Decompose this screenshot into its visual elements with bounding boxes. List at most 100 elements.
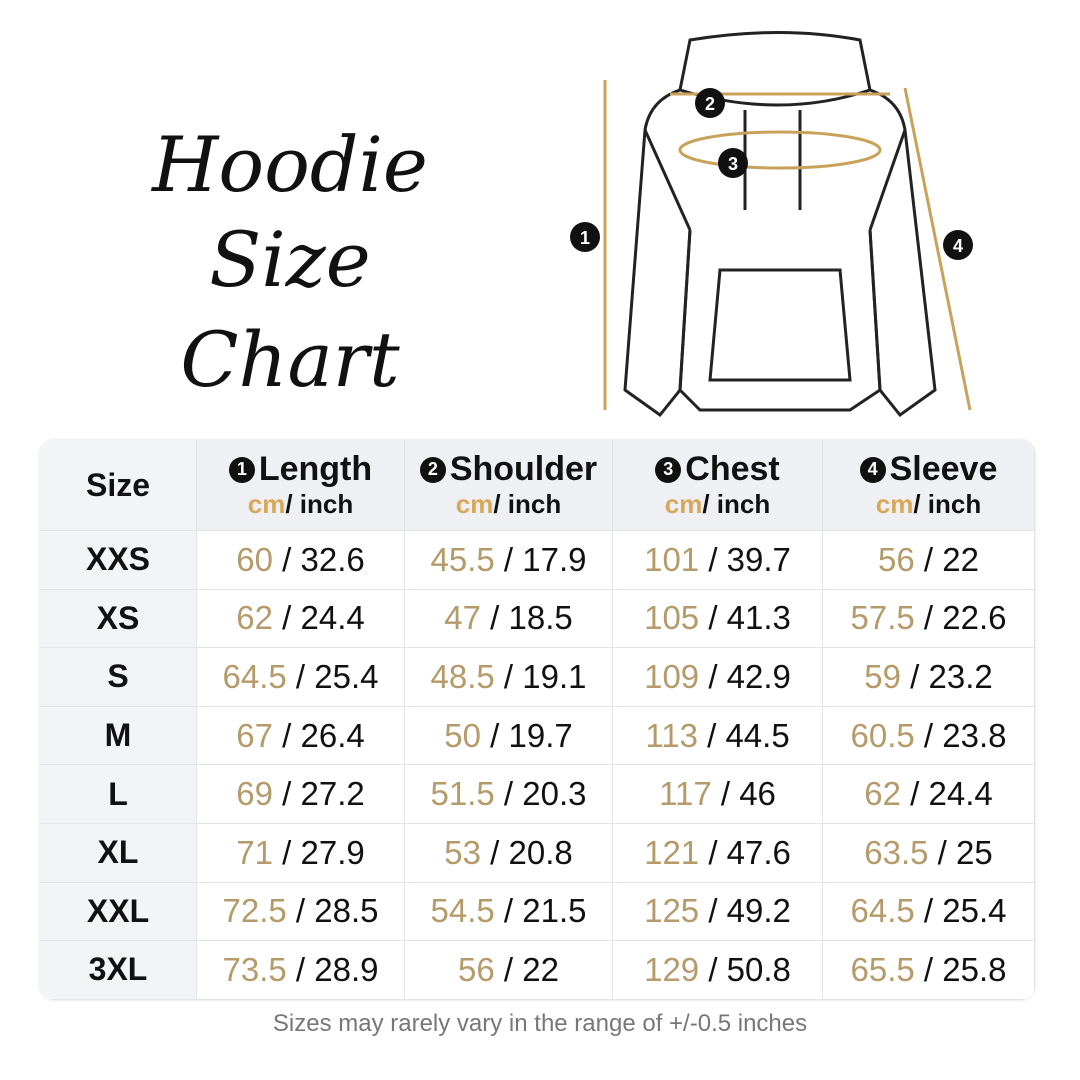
cm-value: 62 — [864, 775, 901, 813]
inch-value: 28.5 — [314, 892, 379, 930]
cm-value: 63.5 — [864, 833, 929, 871]
cm-value: 67 — [236, 716, 273, 754]
table-cell: 54.5 / 21.5 — [405, 882, 613, 942]
cm-value: 64.5 — [850, 892, 915, 930]
cm-value: 125 — [644, 892, 700, 930]
table-cell: 47 / 18.5 — [405, 589, 613, 649]
inch-value: 20.3 — [522, 775, 587, 813]
table-cell: 101 / 39.7 — [613, 531, 823, 590]
table-cell: 113 / 44.5 — [613, 706, 823, 766]
unit-cm: cm — [664, 489, 703, 519]
hoodie-diagram: 1 2 3 4 — [570, 31, 973, 418]
inch-value: 25 — [956, 833, 993, 871]
marker-1: 1 — [580, 228, 590, 248]
table-cell: 65.5 / 25.8 — [823, 941, 1035, 1000]
inch-value: 19.7 — [508, 716, 573, 754]
inch-value: 23.8 — [942, 716, 1007, 754]
cm-value: 101 — [644, 540, 700, 578]
table-cell: 71 / 27.9 — [197, 823, 405, 883]
column-header-shoulder: 2 Shoulder cm/ inch — [405, 440, 613, 531]
inch-value: 50.8 — [726, 950, 791, 988]
unit-inch: / inch — [285, 489, 354, 519]
size-label: XS — [40, 589, 197, 649]
unit-inch: / inch — [493, 489, 562, 519]
column-header-sleeve: 4 Sleeve cm/ inch — [823, 440, 1035, 531]
table-cell: 109 / 42.9 — [613, 648, 823, 707]
table-cell: 129 / 50.8 — [613, 941, 823, 1000]
table-cell: 53 / 20.8 — [405, 823, 613, 883]
table-cell: 105 / 41.3 — [613, 589, 823, 649]
table-cell: 67 / 26.4 — [197, 706, 405, 766]
size-label: XXS — [40, 531, 197, 590]
cm-value: 121 — [644, 833, 700, 871]
cm-value: 71 — [236, 833, 273, 871]
column-name: Chest — [685, 450, 780, 488]
cm-value: 117 — [659, 775, 712, 813]
table-cell: 125 / 49.2 — [613, 882, 823, 942]
table-cell: 60.5 / 23.8 — [823, 706, 1035, 766]
cm-value: 50 — [444, 716, 481, 754]
inch-value: 22 — [942, 540, 979, 578]
table-cell: 64.5 / 25.4 — [823, 882, 1035, 942]
cm-value: 45.5 — [430, 540, 495, 578]
inch-value: 44.5 — [725, 716, 790, 754]
table-cell: 59 / 23.2 — [823, 648, 1035, 707]
number-icon: 2 — [419, 456, 446, 483]
table-cell: 45.5 / 17.9 — [405, 531, 613, 590]
cm-value: 59 — [864, 657, 901, 695]
cm-value: 54.5 — [430, 892, 495, 930]
column-name: Length — [258, 450, 373, 488]
table-cell: 64.5 / 25.4 — [197, 648, 405, 707]
inch-value: 17.9 — [522, 540, 587, 578]
table-cell: 56 / 22 — [405, 941, 613, 1000]
inch-value: 25.4 — [942, 892, 1007, 930]
inch-value: 22.6 — [942, 599, 1007, 637]
inch-value: 42.9 — [726, 657, 791, 695]
column-name: Shoulder — [449, 450, 598, 488]
table-cell: 56 / 22 — [823, 531, 1035, 590]
cm-value: 129 — [644, 950, 700, 988]
inch-value: 24.4 — [300, 599, 365, 637]
table-cell: 62 / 24.4 — [197, 589, 405, 649]
marker-2: 2 — [705, 94, 715, 114]
table-cell: 60 / 32.6 — [197, 531, 405, 590]
table-cell: 121 / 47.6 — [613, 823, 823, 883]
table-cell: 63.5 / 25 — [823, 823, 1035, 883]
column-header-length: 1 Length cm/ inch — [197, 440, 405, 531]
cm-value: 105 — [644, 599, 700, 637]
size-table: Size 1 Length cm/ inch 2 Shoulder cm/ inch 3 Ch… — [40, 440, 1035, 1000]
inch-value: 49.2 — [726, 892, 791, 930]
inch-value: 41.3 — [726, 599, 791, 637]
inch-value: 25.4 — [314, 657, 379, 695]
size-label: XL — [40, 823, 197, 883]
inch-value: 47.6 — [726, 833, 791, 871]
cm-value: 60.5 — [850, 716, 915, 754]
column-name: Sleeve — [889, 450, 998, 488]
cm-value: 109 — [644, 657, 700, 695]
size-note: Sizes may rarely vary in the range of +/… — [272, 1010, 808, 1037]
table-cell: 69 / 27.2 — [197, 765, 405, 824]
cm-value: 73.5 — [222, 950, 287, 988]
unit-cm: cm — [455, 489, 494, 519]
cm-value: 65.5 — [850, 950, 915, 988]
marker-4: 4 — [953, 236, 963, 256]
table-cell: 48.5 / 19.1 — [405, 648, 613, 707]
table-cell: 117 / 46 — [613, 765, 823, 824]
inch-value: 27.9 — [300, 833, 365, 871]
title-line2: Size Chart — [180, 215, 400, 404]
inch-value: 25.8 — [942, 950, 1007, 988]
size-label: S — [40, 648, 197, 707]
unit-cm: cm — [875, 489, 914, 519]
title-line1: Hoodie — [152, 120, 428, 209]
unit-inch: / inch — [702, 489, 771, 519]
column-header-chest: 3 Chest cm/ inch — [613, 440, 823, 531]
cm-value: 56 — [878, 540, 915, 578]
number-icon: 4 — [859, 456, 886, 483]
inch-value: 22 — [522, 950, 559, 988]
table-cell: 51.5 / 20.3 — [405, 765, 613, 824]
inch-value: 27.2 — [300, 775, 365, 813]
size-label: M — [40, 706, 197, 766]
number-icon: 3 — [655, 456, 682, 483]
table-cell: 72.5 / 28.5 — [197, 882, 405, 942]
size-label: 3XL — [40, 941, 197, 1000]
